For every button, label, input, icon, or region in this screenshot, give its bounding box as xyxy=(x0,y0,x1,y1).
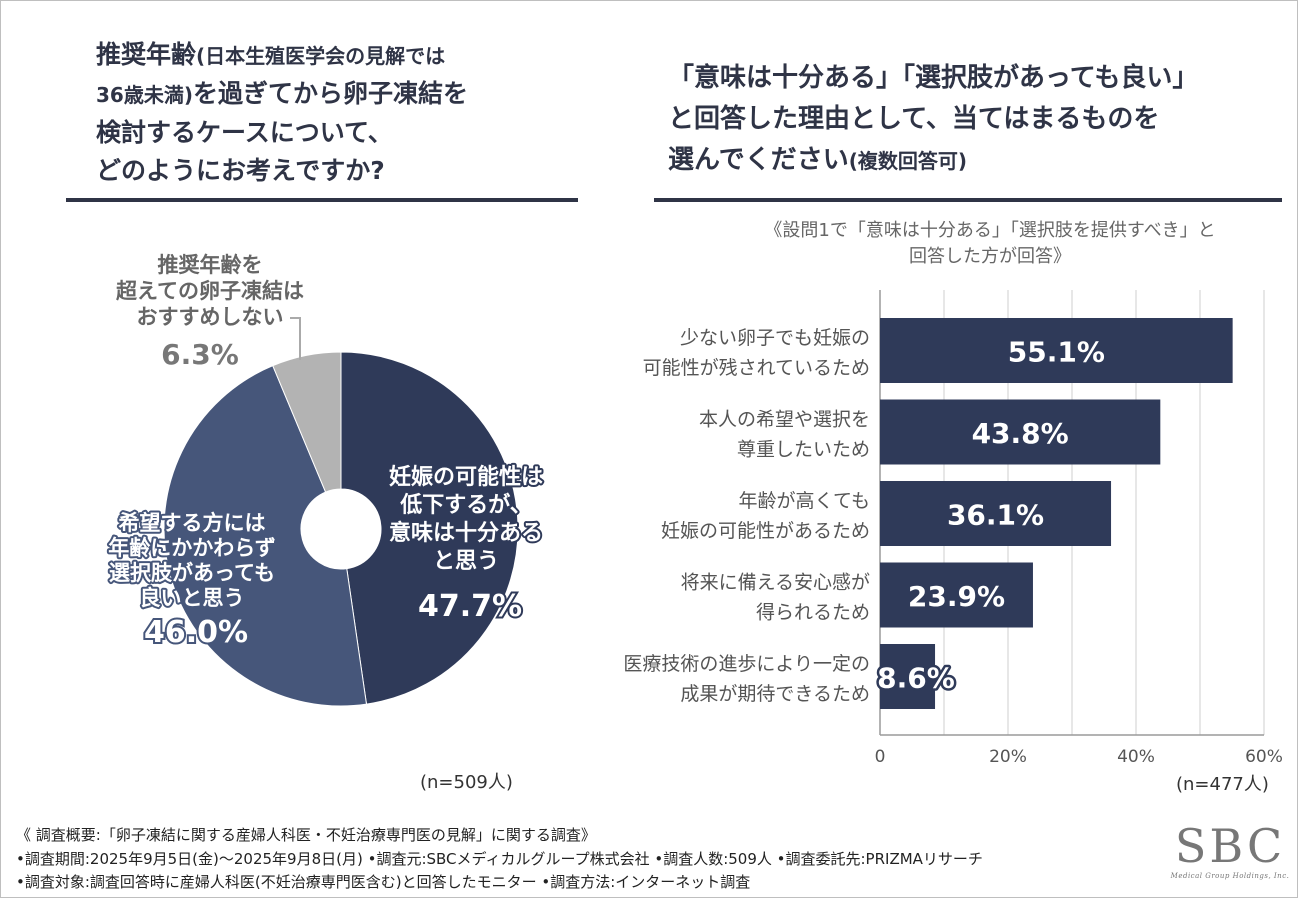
category-label: 医療技術の進歩により一定の xyxy=(623,653,870,675)
x-tick-label: 40% xyxy=(1117,747,1155,767)
category-label: 成果が期待できるため xyxy=(680,683,870,705)
note-line: 《設問1で「意味は十分ある」「選択肢を提供すべき」と xyxy=(764,220,1216,241)
footer-line: 《 調査概要:「卵子凍結に関する産婦人科医・不妊治療専門医の見解」に関する調査》 xyxy=(16,826,596,844)
bar-value-label: 36.1% xyxy=(947,499,1044,532)
bar-2 xyxy=(880,481,1112,546)
bar-value-label: 43.8% xyxy=(972,417,1069,450)
slice-label-line: 良いと思う xyxy=(140,586,245,610)
pie-slice-1 xyxy=(163,365,368,707)
pie-slice-2 xyxy=(272,351,342,493)
bar-4 xyxy=(880,644,936,709)
left-title-part: 36歳未満) xyxy=(96,83,193,107)
left-chart-title: 推奨年齢(日本生殖医学会の見解では 36歳未満)を過ぎてから卵子凍結を 検討する… xyxy=(96,36,576,190)
pie-slice-0 xyxy=(340,351,519,705)
respondent-note: 《設問1で「意味は十分ある」「選択肢を提供すべき」と 回答した方が回答》 xyxy=(690,218,1290,270)
slice-value-label: 6.3% xyxy=(161,338,239,371)
slice-label-line: 希望する方には xyxy=(119,511,266,535)
sbc-logo: SBC Medical Group Holdings, Inc. xyxy=(1170,820,1290,880)
left-title-part: (日本生殖医学会の見解では xyxy=(196,44,446,68)
right-chart-title: 「意味は十分ある」「選択肢があっても良い」 と回答した理由として、当てはまるもの… xyxy=(668,58,1268,182)
category-label: 年齢が高くても xyxy=(739,490,870,512)
bar-3 xyxy=(880,562,1033,628)
category-label: 少ない卵子でも妊娠の xyxy=(680,327,870,349)
slice-label-line: 意味は十分ある xyxy=(389,520,543,546)
note-line: 回答した方が回答》 xyxy=(909,246,1071,267)
category-label: 尊重したいため xyxy=(737,439,870,461)
category-label: 本人の希望や選択を xyxy=(699,409,870,431)
right-sample-size: (n=477人) xyxy=(1176,774,1269,795)
category-label: 妊娠の可能性があるため xyxy=(661,520,870,542)
slice-value-label: 47.7% xyxy=(418,589,522,624)
slice-label-line: 妊娠の可能性は xyxy=(389,464,543,490)
survey-footer: 《 調査概要:「卵子凍結に関する産婦人科医・不妊治療専門医の見解」に関する調査》… xyxy=(16,824,983,895)
right-title-part: 選んでください xyxy=(668,145,849,175)
left-title-part: 推奨年齢 xyxy=(96,40,197,69)
slice-label-line: 超えての卵子凍結は xyxy=(116,279,304,303)
slice-label-line: 低下するが、 xyxy=(399,492,532,518)
slice-label-line: と思う xyxy=(433,549,499,574)
x-tick-label: 0 xyxy=(875,747,886,767)
slice-label-line: おすすめしない xyxy=(137,305,284,329)
category-label: 得られるため xyxy=(756,602,870,624)
bar-value-label: 23.9% xyxy=(908,580,1005,613)
slice-value-label: 46.0% xyxy=(144,615,248,650)
footer-line: •調査期間:2025年9月5日(金)〜2025年9月8日(月) •調査元:SBC… xyxy=(16,849,983,868)
leader-line xyxy=(290,317,301,360)
bar-value-label: 8.6% xyxy=(877,662,955,695)
logo-subtext: Medical Group Holdings, Inc. xyxy=(1170,872,1290,880)
left-title-part: 検討するケースについて、 xyxy=(96,118,393,147)
footer-line: •調査対象:調査回答時に産婦人科医(不妊治療専門医含む)と回答したモニター •調… xyxy=(16,873,751,891)
x-tick-label: 60% xyxy=(1245,747,1283,767)
left-title-part: どのようにお考えですか? xyxy=(96,156,385,185)
x-tick-label: 20% xyxy=(989,747,1027,767)
right-title-rule xyxy=(654,198,1282,202)
left-title-part: を過ぎてから卵子凍結を xyxy=(192,79,468,108)
bar-1 xyxy=(880,399,1161,465)
slice-label-line: 年齢にかかわらず xyxy=(108,536,276,560)
right-title-part: (複数回答可) xyxy=(848,149,967,173)
slice-label-line: 選択肢があっても xyxy=(109,561,275,585)
right-title-part: と回答した理由として、当てはまるものを xyxy=(668,104,1160,134)
right-title-part: 「意味は十分ある」「選択肢があっても良い」 xyxy=(668,63,1199,93)
category-label: 可能性が残されているため xyxy=(643,357,870,379)
slice-label-line: 推奨年齢を xyxy=(158,253,263,277)
left-sample-size: (n=509人) xyxy=(420,772,513,793)
left-title-rule xyxy=(66,198,578,202)
bar-value-label: 55.1% xyxy=(1008,336,1105,369)
category-label: 将来に備える安心感が xyxy=(681,572,870,594)
bar-0 xyxy=(880,318,1233,383)
logo-text: SBC xyxy=(1174,819,1286,873)
